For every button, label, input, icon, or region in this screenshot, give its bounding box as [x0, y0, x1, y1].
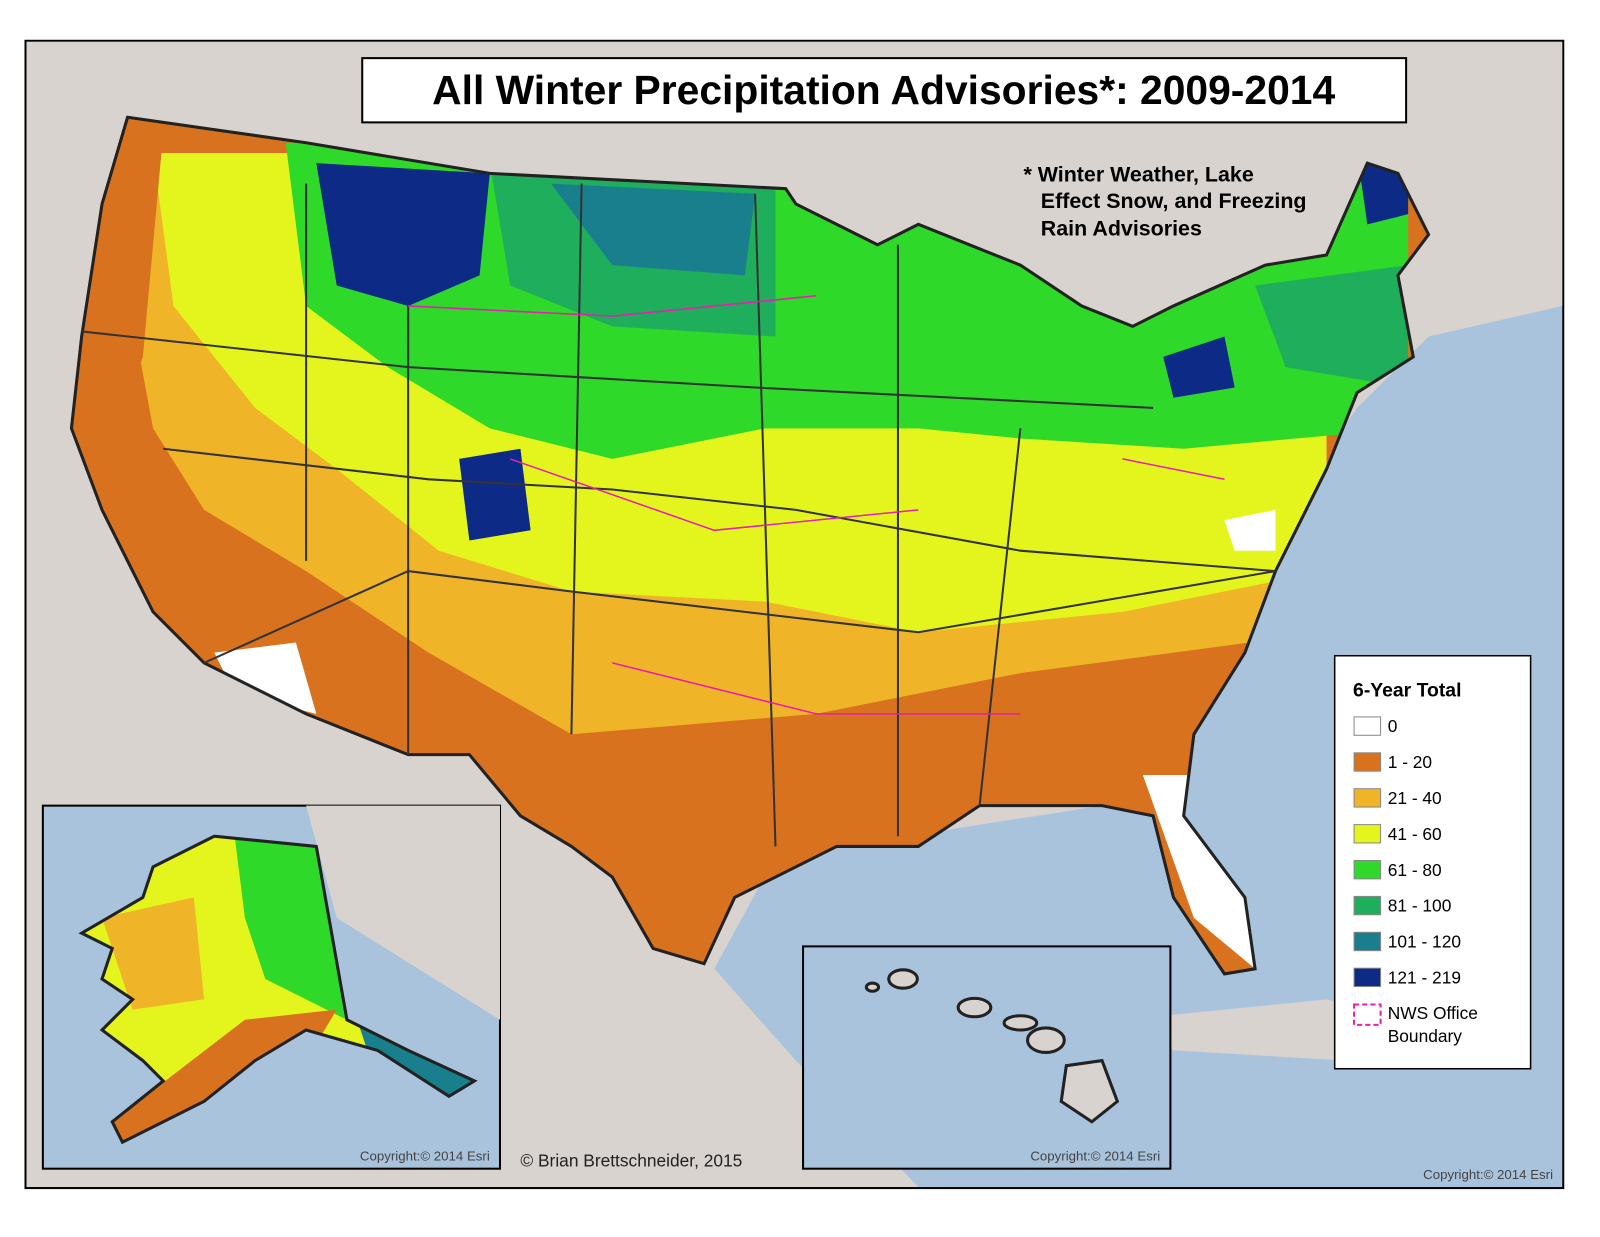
- legend-title: 6-Year Total: [1353, 680, 1461, 702]
- land: [306, 805, 500, 1020]
- region: [214, 642, 317, 714]
- legend-items: 0 1 - 20 21 - 40 41 - 60 61 - 80 81 - 100 101 …: [1353, 716, 1478, 1046]
- region: [316, 163, 490, 306]
- alaska-outline: [78, 834, 478, 1145]
- legend-label: 1 - 20: [1388, 752, 1432, 772]
- region: [1224, 509, 1276, 551]
- note-line: Rain Advisories: [1041, 217, 1202, 241]
- legend-swatch: [1353, 1003, 1382, 1026]
- legend-swatch: [1353, 824, 1382, 844]
- legend-swatch: [1353, 895, 1382, 916]
- state-lines: [81, 183, 1276, 847]
- legend-swatch: [1353, 967, 1382, 988]
- legend-swatch: [1353, 716, 1382, 736]
- title-box: [361, 57, 1408, 124]
- legend-swatch: [1353, 931, 1382, 952]
- legend-swatch: [1353, 788, 1382, 808]
- region: [1255, 265, 1409, 388]
- map-body: All Winter Precipitation Advisories*: 20…: [24, 39, 1565, 1190]
- hawaii-inset: [802, 945, 1172, 1170]
- legend-label: 21 - 40: [1388, 788, 1442, 808]
- region: [234, 836, 347, 1020]
- legend-swatch: [1353, 859, 1382, 880]
- copyright: Copyright:© 2014 Esri: [1030, 1149, 1160, 1164]
- note-line: Effect Snow, and Freezing: [1041, 189, 1307, 213]
- note-line: * Winter Weather, Lake: [1023, 163, 1253, 187]
- region: [551, 183, 756, 276]
- legend-label: 41 - 60: [1388, 824, 1442, 844]
- legend-label: 101 - 120: [1388, 932, 1461, 952]
- region: [102, 897, 205, 1010]
- legend-label: Boundary: [1388, 1026, 1463, 1046]
- credit: © Brian Brettschneider, 2015: [520, 1151, 742, 1171]
- us-outline: [69, 115, 1431, 976]
- copyright: Copyright:© 2014 Esri: [1423, 1167, 1553, 1182]
- legend-label: NWS Office: [1388, 1003, 1478, 1023]
- legend-label: 0: [1388, 716, 1398, 736]
- copyright: Copyright:© 2014 Esri: [360, 1149, 490, 1164]
- legend-swatch: [1353, 752, 1382, 772]
- region: [459, 448, 531, 541]
- region: [112, 1009, 337, 1143]
- legend-label: 61 - 80: [1388, 860, 1442, 880]
- legend-label: 121 - 219: [1388, 967, 1461, 987]
- region: [1163, 336, 1235, 398]
- nws-boundaries: [408, 294, 1225, 715]
- legend-label: 81 - 100: [1388, 896, 1452, 916]
- note: * Winter Weather, Lake Effect Snow, and …: [1023, 163, 1306, 241]
- hawaii-islands: [864, 968, 1120, 1124]
- map-title: All Winter Precipitation Advisories*: 20…: [432, 67, 1335, 113]
